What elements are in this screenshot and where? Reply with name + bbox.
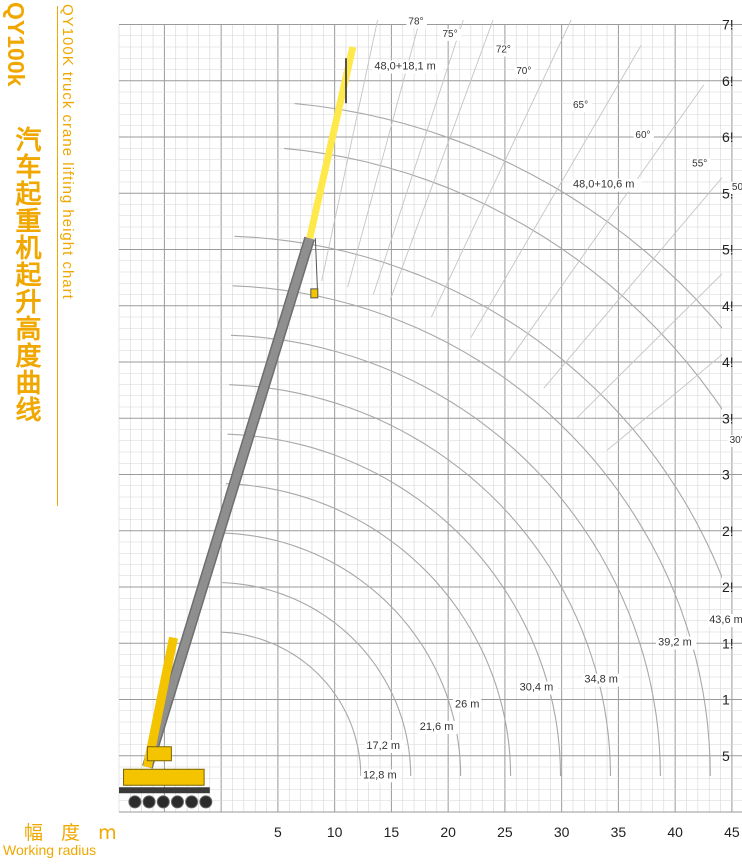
boom-section-gray bbox=[147, 238, 309, 767]
hook-rope bbox=[315, 238, 317, 294]
angle-label: 60° bbox=[635, 130, 650, 141]
hook-block bbox=[311, 289, 318, 298]
y-tick-label: 4! bbox=[722, 298, 734, 314]
boom-length-label: 39,2 m bbox=[658, 637, 692, 649]
boom-length-label: 26 m bbox=[455, 698, 479, 710]
wheel bbox=[143, 796, 155, 808]
boom-curve bbox=[229, 385, 610, 776]
chart-title-chinese: 汽车起重机起升高度曲线 bbox=[8, 126, 45, 423]
x-axis-label-english: Working radius bbox=[3, 842, 96, 858]
angle-label: 50° bbox=[732, 182, 742, 193]
jib-curve bbox=[284, 148, 742, 550]
x-tick-label: 30 bbox=[554, 824, 570, 840]
x-tick-label: 40 bbox=[667, 824, 683, 840]
y-tick-label: 3 bbox=[722, 467, 730, 483]
x-tick-label: 25 bbox=[497, 824, 513, 840]
angle-line bbox=[544, 130, 742, 389]
boom-length-label: 21,6 m bbox=[420, 721, 454, 733]
grid bbox=[119, 25, 742, 813]
angle-line bbox=[431, 11, 575, 317]
jib-config-label: 48,0+18,1 m bbox=[374, 61, 435, 73]
angle-label: 78° bbox=[408, 17, 423, 28]
angle-label: 55° bbox=[692, 158, 707, 169]
y-tick-label: 1 bbox=[722, 692, 730, 708]
y-tick-label: 2! bbox=[722, 579, 734, 595]
data-labels: 12,8 m 17,2 m 21,6 m26 m 30,4 m 34,8 m 39,2 m… bbox=[361, 17, 742, 783]
outrigger-beam bbox=[119, 787, 210, 793]
x-tick-label: 45 bbox=[724, 824, 740, 840]
angle-label: 72° bbox=[496, 45, 511, 56]
crane-carrier bbox=[124, 769, 205, 785]
crane-cab bbox=[147, 747, 171, 761]
angle-line bbox=[577, 179, 742, 418]
crane-illustration bbox=[119, 47, 353, 808]
axis-ticks: 5101520253035404550511!2!2!33!4!4!5!5!6!… bbox=[274, 17, 742, 841]
model-title: QY100k bbox=[2, 2, 29, 86]
y-tick-label: 5 bbox=[722, 748, 730, 764]
y-tick-label: 2! bbox=[722, 523, 734, 539]
chart-title-english: QY100K truck crane lifting height chart bbox=[59, 4, 76, 300]
boom-length-label: 43,6 m bbox=[709, 614, 742, 626]
boom-length-label: 30,4 m bbox=[520, 682, 554, 694]
wheel bbox=[129, 796, 141, 808]
y-tick-label: 5! bbox=[722, 242, 734, 258]
x-tick-label: 20 bbox=[440, 824, 456, 840]
wheel bbox=[171, 796, 183, 808]
y-tick-label: 3! bbox=[722, 410, 734, 426]
angle-label: 70° bbox=[516, 66, 531, 77]
boom-length-label: 12,8 m bbox=[363, 769, 397, 781]
x-tick-label: 10 bbox=[327, 824, 343, 840]
boom-curve bbox=[226, 484, 511, 776]
wheel bbox=[200, 796, 212, 808]
x-tick-label: 5 bbox=[274, 824, 282, 840]
y-tick-label: 6! bbox=[722, 73, 734, 89]
y-tick-label: 7! bbox=[722, 17, 734, 33]
y-tick-label: 4! bbox=[722, 354, 734, 370]
boom-curve bbox=[221, 632, 361, 776]
x-tick-label: 35 bbox=[611, 824, 627, 840]
wheel bbox=[157, 796, 169, 808]
x-axis-label-chinese: 幅 度 m bbox=[24, 818, 123, 845]
title-divider bbox=[57, 6, 58, 506]
jib-config-label: 48,0+10,6 m bbox=[573, 179, 634, 191]
x-tick-label: 15 bbox=[384, 824, 400, 840]
angle-label: 30° bbox=[730, 435, 742, 446]
angle-label: 65° bbox=[573, 100, 588, 111]
y-tick-label: 6! bbox=[722, 129, 734, 145]
boom-length-label: 34,8 m bbox=[584, 674, 618, 686]
boom-length-label: 17,2 m bbox=[366, 740, 400, 752]
wheel bbox=[186, 796, 198, 808]
angle-label: 75° bbox=[442, 29, 457, 40]
y-tick-label: 1! bbox=[722, 635, 734, 651]
